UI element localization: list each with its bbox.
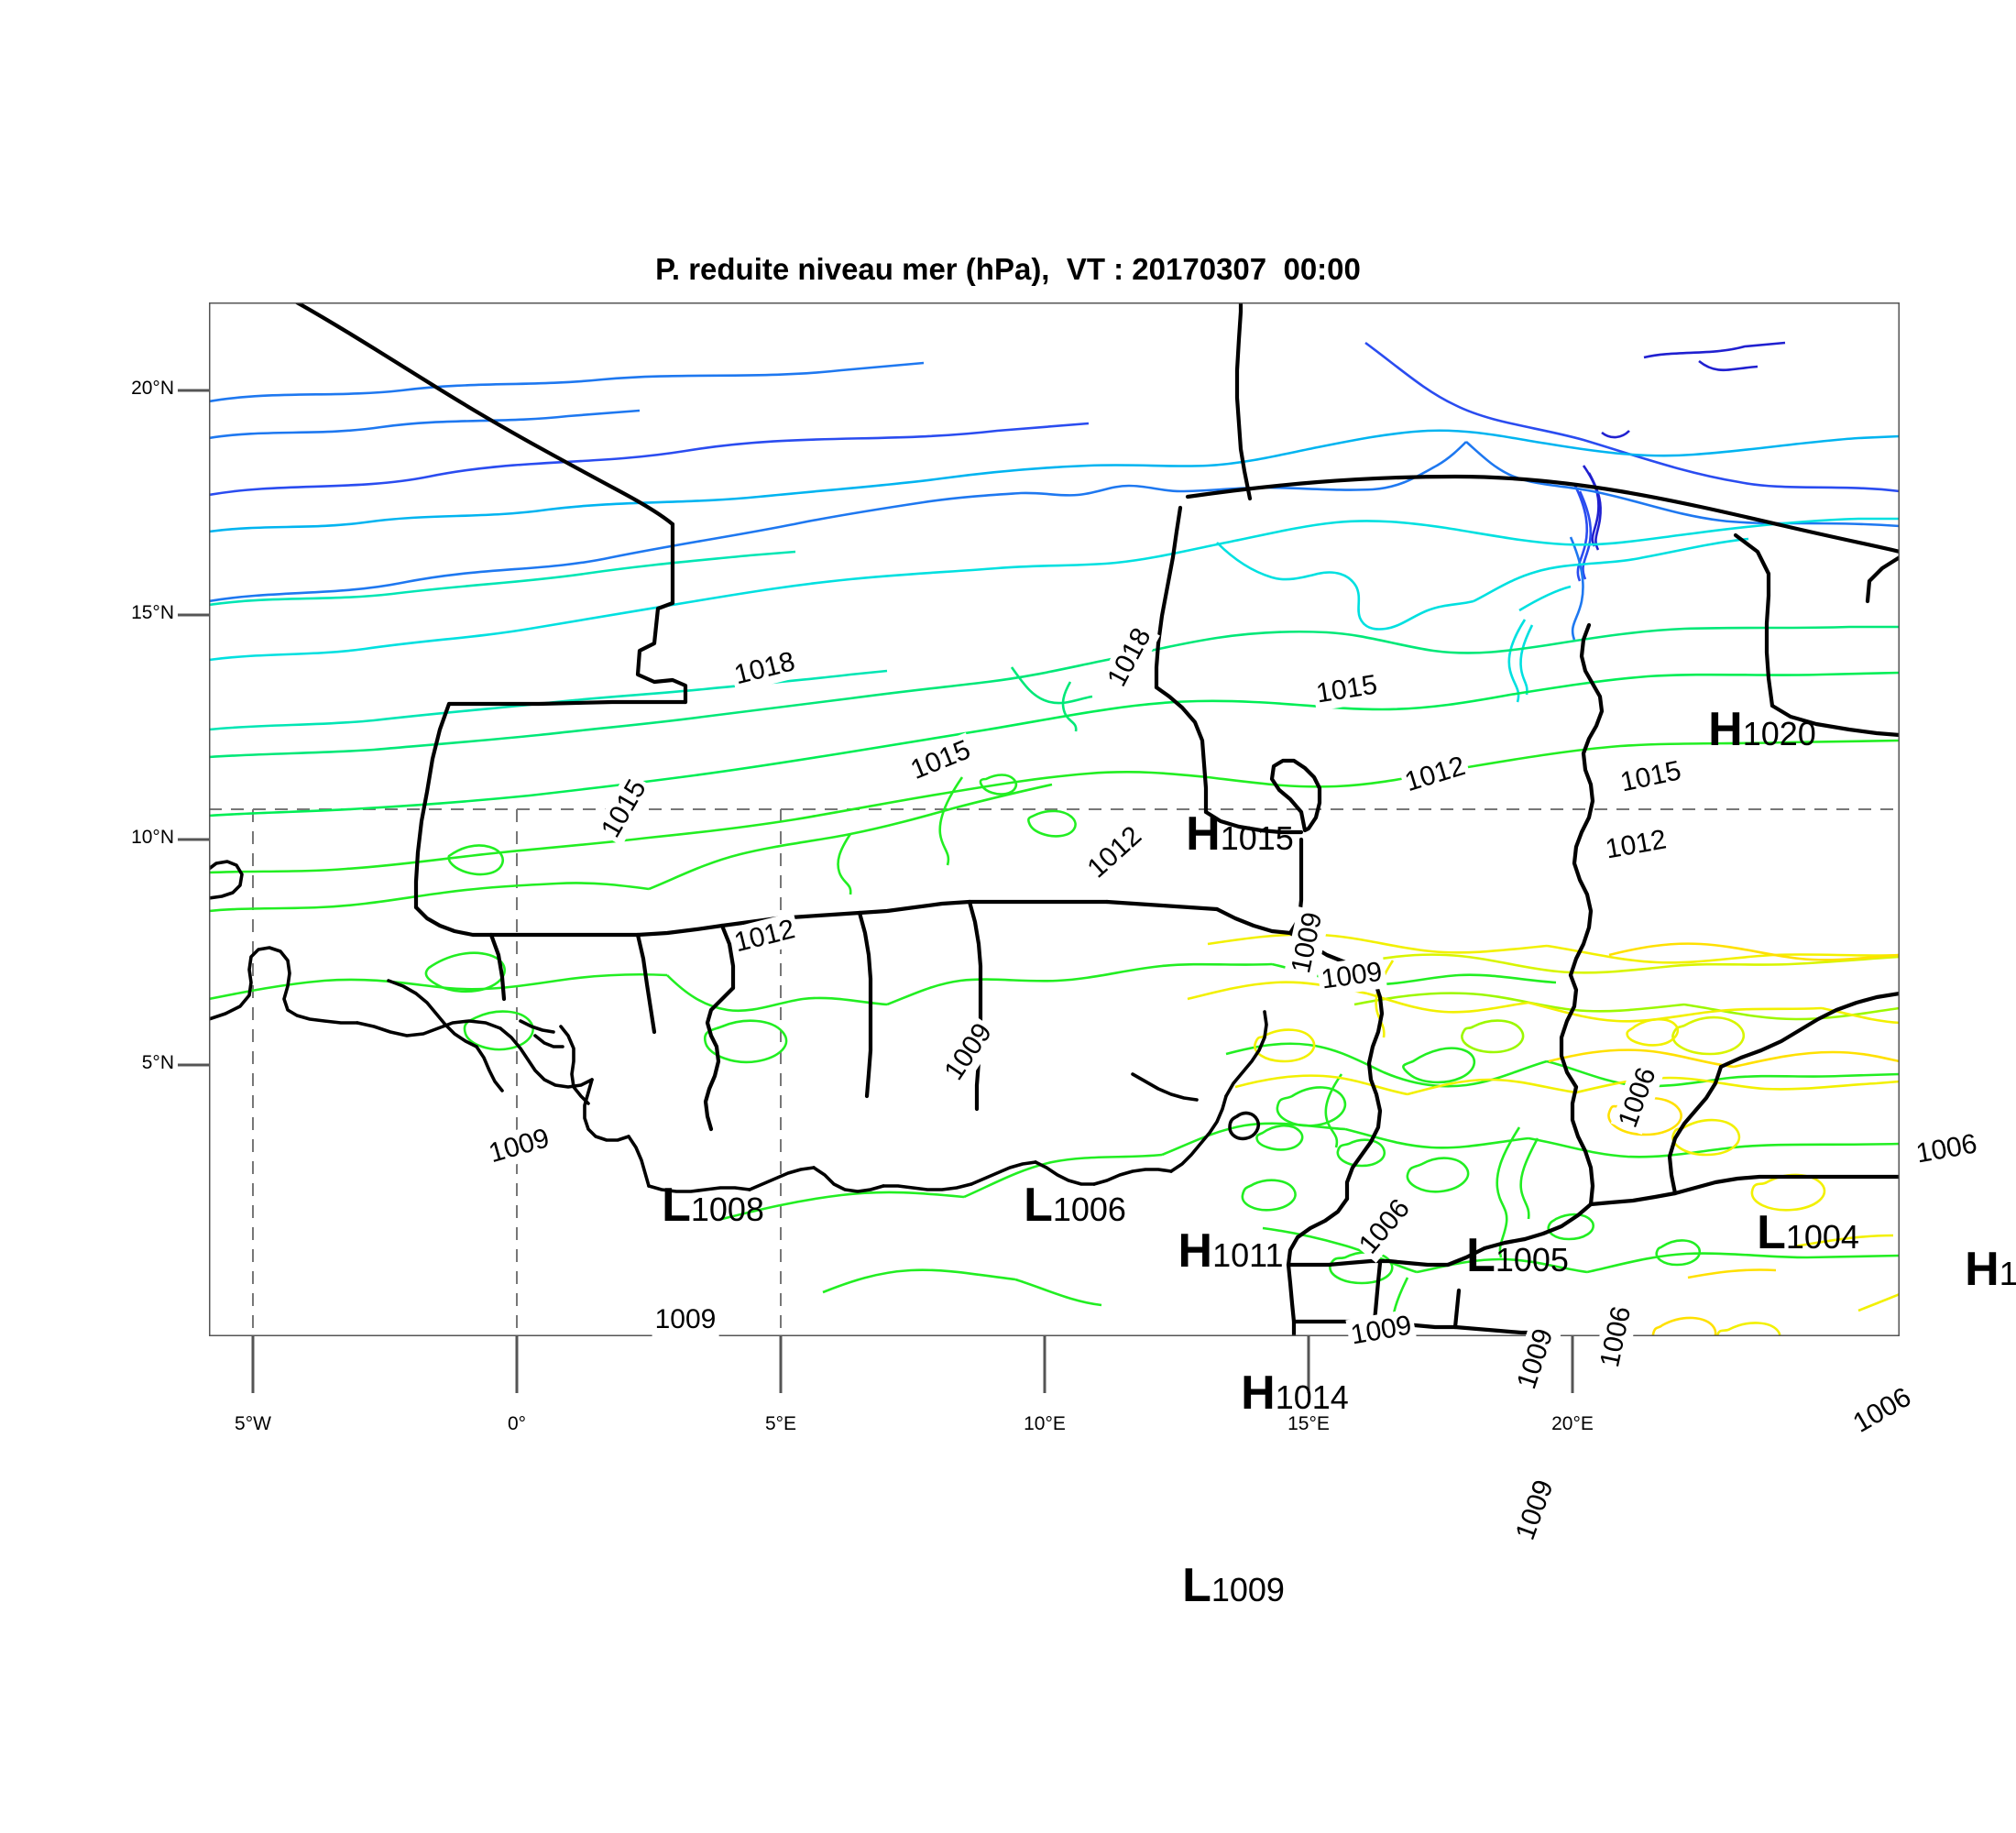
pressure-center-symbol: L [1466, 1229, 1496, 1282]
pressure-center-symbol: L [1024, 1179, 1053, 1232]
y-tick-label-15N: 15°N [131, 602, 174, 623]
pressure-center-h-1011: H1011 [1178, 1227, 1284, 1275]
pressure-center-symbol: L [662, 1179, 691, 1232]
axis-ticks [178, 389, 1574, 1393]
pressure-center-symbol: H [1708, 703, 1743, 756]
pressure-center-h-1014: H1014 [1241, 1369, 1349, 1417]
contour-label-1006: 1006 [1845, 1379, 1920, 1442]
pressure-center-value: 1005 [1495, 1241, 1569, 1279]
x-tick-label-10E: 10°E [1024, 1413, 1066, 1434]
contour-label-1009: 1009 [652, 1303, 719, 1336]
x-tick-label-5E: 5°E [764, 1413, 797, 1434]
pressure-center-value: 1006 [1052, 1191, 1126, 1228]
x-tick-label-5W: 5°W [235, 1413, 271, 1434]
x-tick-label-20E: 20°E [1551, 1413, 1594, 1434]
pressure-center-l-1004: L1004 [1757, 1209, 1859, 1257]
pressure-center-symbol: H [1186, 807, 1221, 861]
y-tick-label-5N: 5°N [141, 1052, 174, 1073]
pressure-center-symbol: H [1178, 1224, 1213, 1278]
pressure-center-value: 1020 [1742, 715, 1816, 752]
pressure-center-symbol: H [1965, 1243, 2000, 1296]
x-tick-label-0: 0° [507, 1413, 527, 1434]
pressure-center-symbol: H [1241, 1367, 1276, 1420]
pressure-center-value: 1004 [1785, 1218, 1859, 1256]
pressure-center-l-1005: L1005 [1466, 1232, 1569, 1279]
y-tick-label-20N: 20°N [131, 378, 174, 399]
coastline [209, 860, 1268, 1193]
pressure-center-l-1009: L1009 [1182, 1562, 1285, 1609]
chart-title: P. reduite niveau mer (hPa), VT : 201703… [655, 252, 1361, 286]
contour-lines [209, 341, 1900, 1336]
pressure-center-value: 1007 [1999, 1255, 2016, 1292]
y-tick-label-10N: 10°N [131, 827, 174, 848]
contour-label-1006: 1006 [1911, 1126, 1983, 1171]
x-tick-label-15E: 15°E [1287, 1413, 1330, 1434]
pressure-center-l-1006: L1006 [1024, 1181, 1126, 1229]
graticule-dashed [209, 808, 1900, 1336]
pressure-center-symbol: L [1182, 1559, 1211, 1612]
pressure-center-h-1015: H1015 [1186, 810, 1294, 858]
contour-label-1009: 1009 [1507, 1473, 1562, 1547]
pressure-center-h-1020: H1020 [1708, 706, 1816, 753]
pressure-center-l-1008: L1008 [662, 1181, 764, 1229]
pressure-center-symbol: L [1757, 1206, 1786, 1259]
pressure-center-value: 1009 [1211, 1571, 1285, 1608]
pressure-center-h-1007: H1007 [1965, 1246, 2016, 1293]
pressure-center-value: 1015 [1220, 819, 1294, 857]
pressure-center-value: 1011 [1212, 1236, 1284, 1274]
pressure-center-value: 1014 [1275, 1378, 1349, 1416]
pressure-center-value: 1008 [690, 1191, 764, 1228]
map-plot-area[interactable]: 20°N 15°N 10°N 5°N 5°W 0° 5°E 10°E 15°E … [131, 302, 2016, 1609]
